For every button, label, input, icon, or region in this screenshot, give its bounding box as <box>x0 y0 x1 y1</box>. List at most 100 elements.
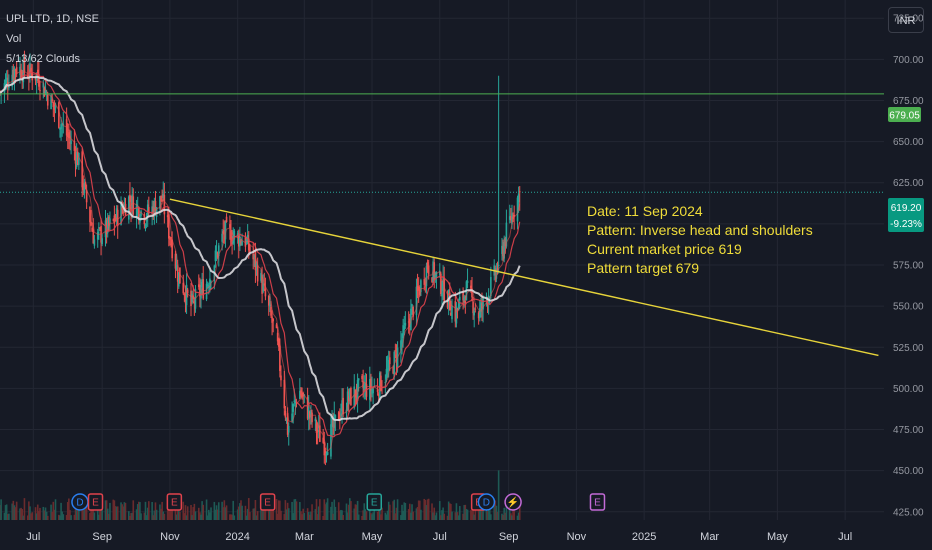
candle-body <box>384 382 387 384</box>
candle-body <box>275 324 278 329</box>
candle-body <box>389 357 391 365</box>
volume-bar <box>81 507 83 520</box>
candle-body <box>357 378 360 381</box>
volume-bar <box>503 507 505 520</box>
candle-body <box>221 233 223 242</box>
volume-bar <box>316 514 319 520</box>
candle-body <box>325 453 328 456</box>
candle-body <box>270 306 272 316</box>
candle-body <box>323 442 326 456</box>
volume-bar <box>432 512 434 520</box>
volume-bar <box>431 503 433 520</box>
volume-bar <box>454 512 457 520</box>
candle-body <box>423 279 426 285</box>
volume-bar <box>135 509 138 520</box>
volume-bar <box>342 514 344 520</box>
candle-body <box>206 284 209 287</box>
candle-body <box>144 224 147 226</box>
candle-body <box>277 338 280 347</box>
volume-bar <box>389 504 391 520</box>
volume-bar <box>379 504 381 520</box>
volume-bar <box>99 503 101 520</box>
candle-body <box>182 282 185 294</box>
candle-body <box>301 394 303 398</box>
candle-body <box>140 210 142 216</box>
volume-bar <box>287 508 290 520</box>
volume-bar <box>330 506 332 520</box>
candle-body <box>477 312 480 319</box>
event-marker-earnings[interactable]: E <box>589 493 606 511</box>
volume-bar <box>417 500 420 520</box>
current-badge: 619.20 <box>891 203 922 214</box>
candle-body <box>85 189 88 203</box>
volume-bar <box>392 501 394 520</box>
volume-bar <box>229 514 231 520</box>
event-marker-dividend[interactable]: D <box>71 493 89 511</box>
volume-bar <box>361 515 363 520</box>
candle-body <box>271 316 273 323</box>
candle-body <box>139 220 141 223</box>
x-tick-label: Nov <box>160 531 180 543</box>
candle-body <box>14 69 17 71</box>
event-marker-earnings[interactable]: E <box>259 493 276 511</box>
volume-bar <box>22 515 25 520</box>
candle-body <box>331 419 333 426</box>
svg-text:D: D <box>483 498 490 509</box>
candle-body <box>440 273 442 294</box>
candle-body <box>385 368 388 379</box>
candle-body <box>272 318 274 322</box>
volume-bar <box>28 501 30 520</box>
candle-body <box>379 372 381 399</box>
volume-bar <box>39 507 41 520</box>
volume-bar <box>114 506 117 520</box>
candle-body <box>310 409 312 415</box>
candle-body <box>416 286 419 292</box>
x-tick-label: Jul <box>838 531 852 543</box>
volume-bar <box>121 504 123 520</box>
event-marker-dividend[interactable]: D <box>477 493 496 511</box>
event-markers[interactable]: DEEEEED⚡E <box>71 493 606 511</box>
candle-body <box>350 387 352 406</box>
volume-bar <box>45 511 48 520</box>
volume-bar <box>54 499 57 520</box>
event-marker-earnings[interactable]: E <box>366 493 383 511</box>
candle-body <box>306 396 309 419</box>
volume-bar <box>299 502 301 520</box>
svg-text:E: E <box>264 498 271 509</box>
candle-body <box>108 216 110 226</box>
svg-text:E: E <box>171 498 178 509</box>
currency-button[interactable]: INR <box>888 7 924 33</box>
candle-body <box>372 388 374 394</box>
candle-body <box>201 281 203 288</box>
volume-bar <box>511 515 513 520</box>
neckline-trendline[interactable] <box>169 198 879 357</box>
candle-body <box>75 152 78 168</box>
volume-bar <box>132 500 135 520</box>
volume-bar <box>471 508 473 520</box>
candle-body <box>435 272 438 278</box>
volume-bar <box>43 510 46 520</box>
volume-bar <box>101 505 103 520</box>
candle-body <box>472 301 474 314</box>
x-tick-label: Mar <box>295 531 314 543</box>
volume-bar <box>400 515 402 520</box>
event-marker-earnings[interactable]: E <box>166 493 183 511</box>
event-marker-split[interactable]: ⚡ <box>504 493 522 511</box>
candle-body <box>276 332 279 342</box>
volume-bar <box>393 499 396 520</box>
candle-body <box>69 142 71 144</box>
volume-bar <box>256 511 259 520</box>
candle-body <box>394 350 397 352</box>
volume-bar <box>223 500 226 520</box>
candle-body <box>434 273 437 279</box>
volume-bar <box>488 503 491 520</box>
candle-body <box>307 407 310 419</box>
candle-body <box>448 292 451 310</box>
candle-body <box>284 410 287 418</box>
volume-bar <box>50 504 52 520</box>
event-marker-earnings[interactable]: E <box>87 493 104 511</box>
candle-body <box>517 193 520 203</box>
candle-body <box>334 414 337 419</box>
